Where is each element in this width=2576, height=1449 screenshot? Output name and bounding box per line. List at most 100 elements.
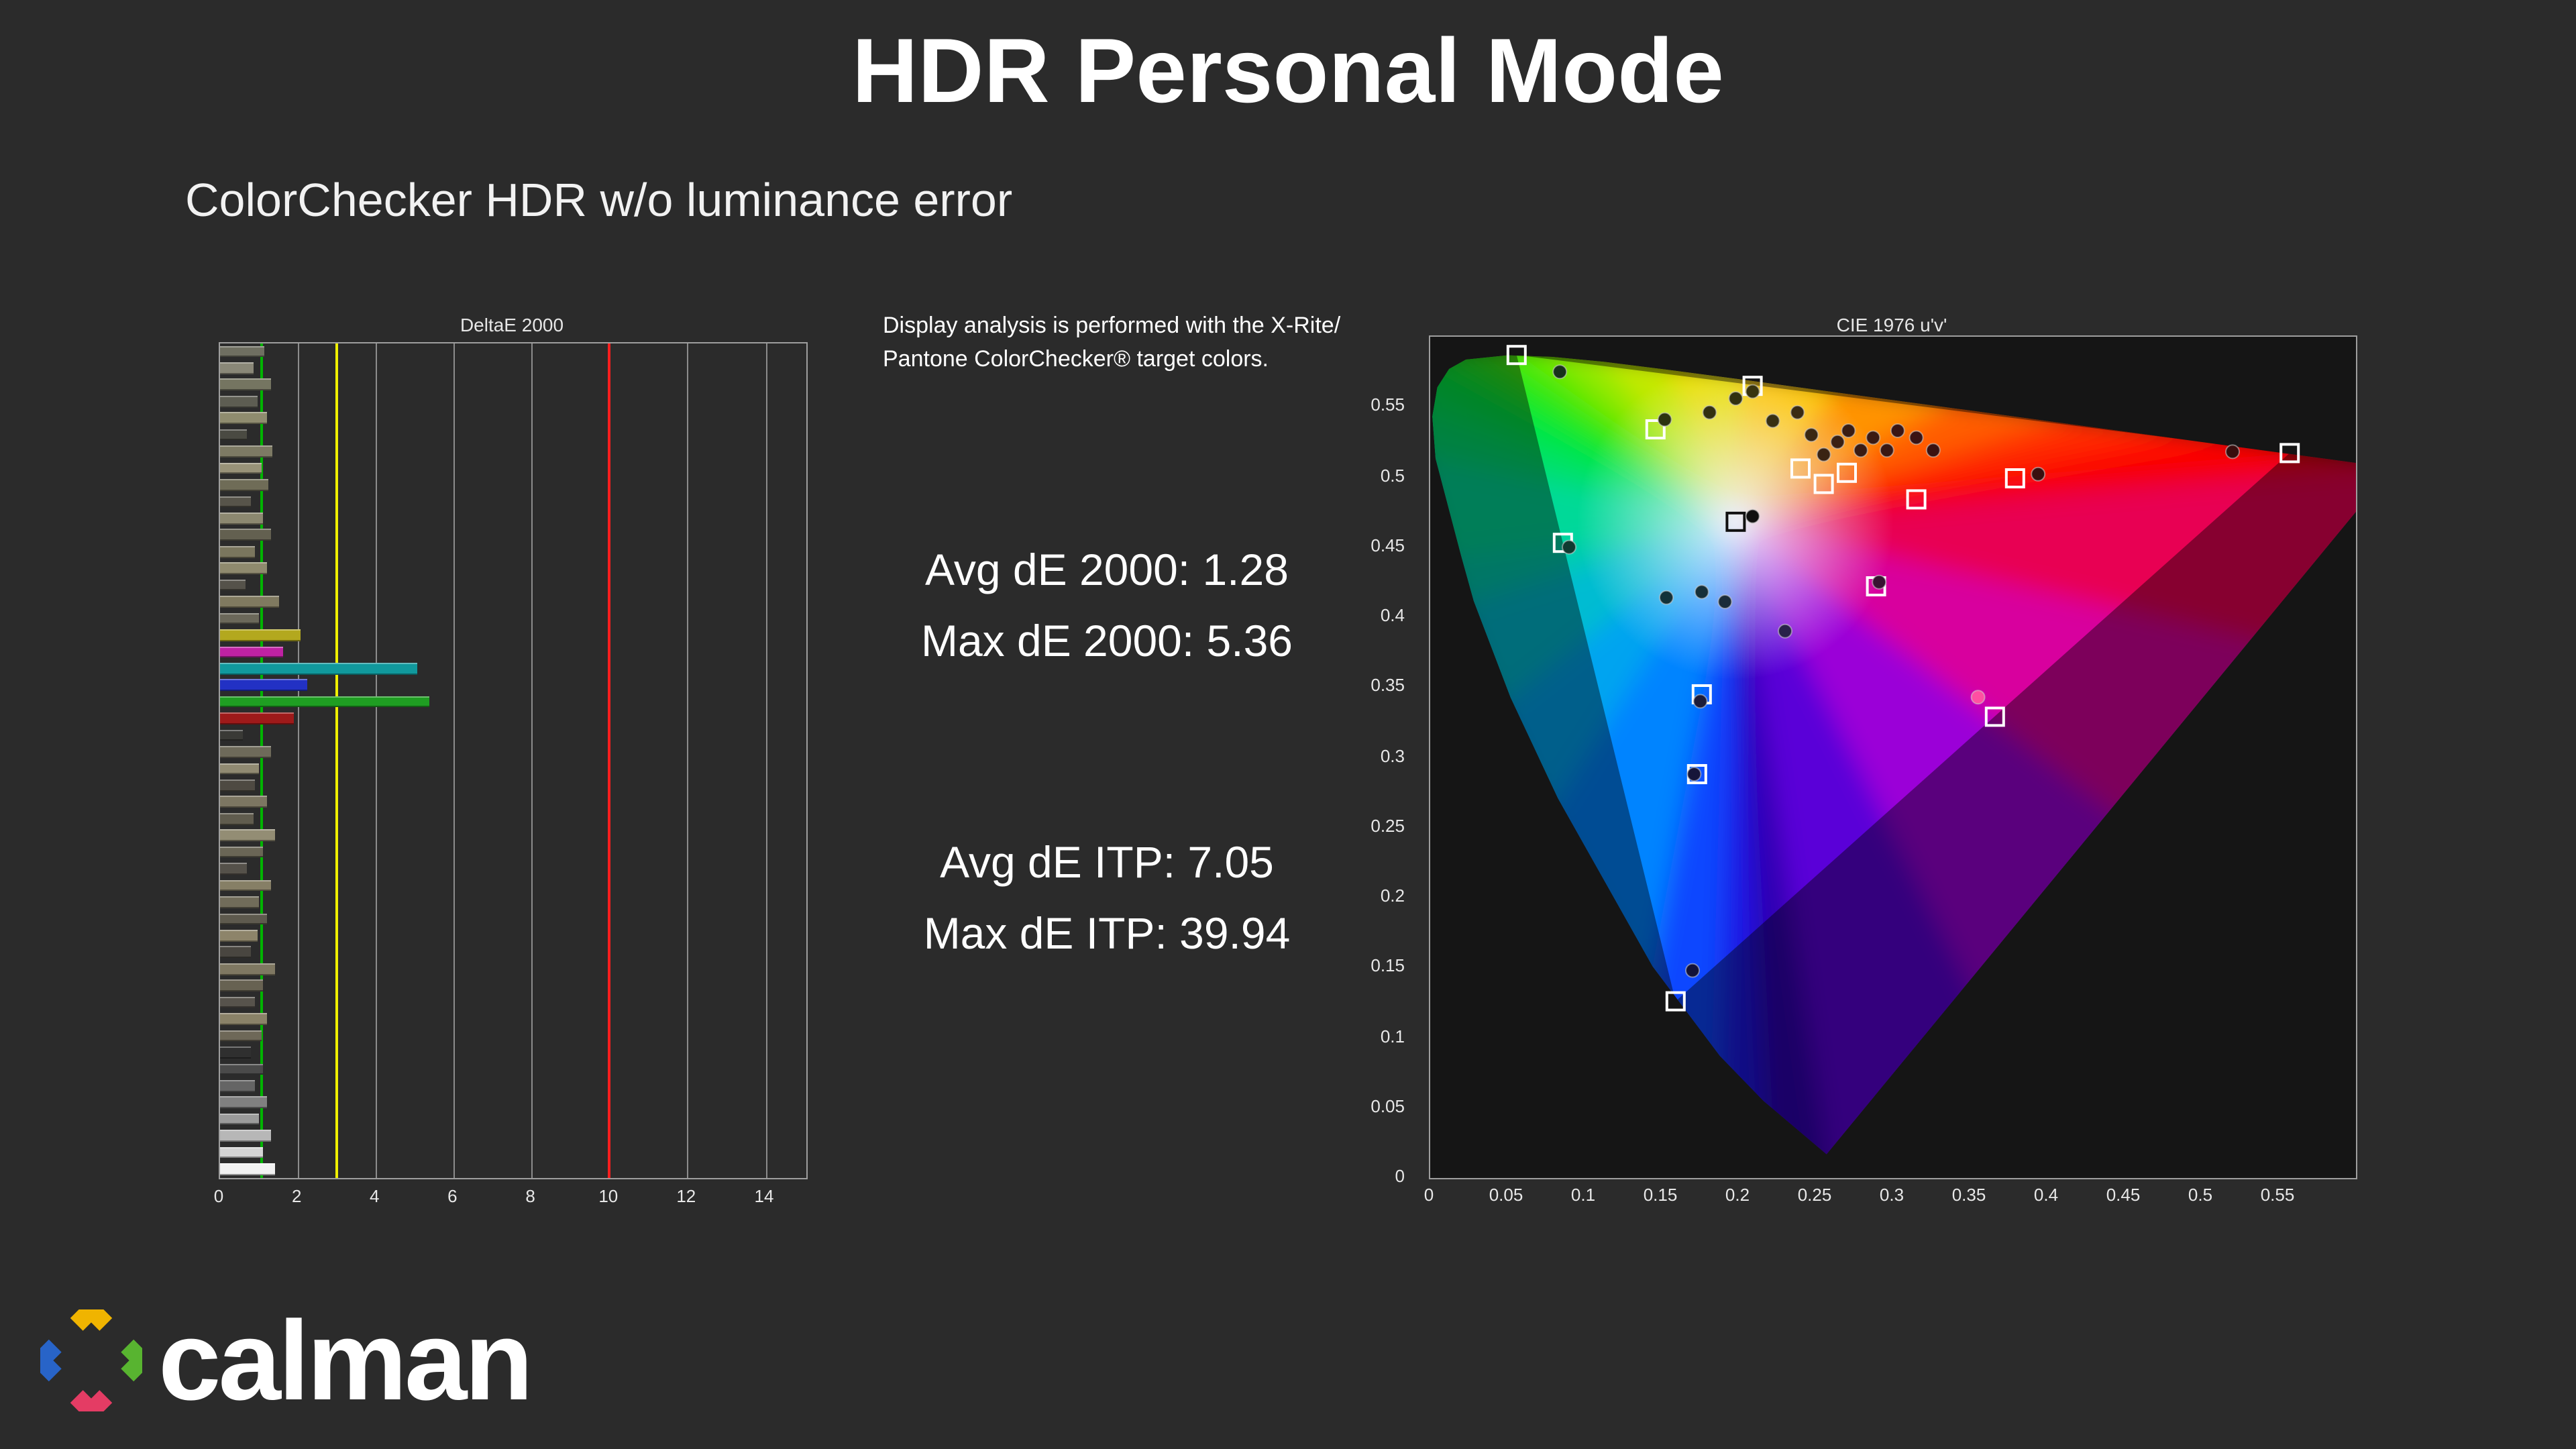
bar xyxy=(220,1113,259,1125)
y-tick-label: 0 xyxy=(1395,1166,1405,1186)
bar xyxy=(220,378,271,391)
bar xyxy=(220,662,417,675)
cie-plot xyxy=(1429,335,2357,1179)
bar xyxy=(220,780,256,792)
bar xyxy=(220,930,258,942)
bar xyxy=(220,729,244,741)
bar xyxy=(220,646,282,658)
gridline xyxy=(376,343,378,1178)
measurement-dot xyxy=(1552,364,1568,380)
measurement-dot xyxy=(1816,447,1831,462)
logo-petal-blue xyxy=(40,1339,62,1382)
bar xyxy=(220,496,252,508)
x-tick-label: 10 xyxy=(598,1186,619,1206)
bar xyxy=(220,429,248,441)
x-tick-label: 12 xyxy=(676,1186,696,1206)
x-tick-label: 0.45 xyxy=(2106,1185,2141,1205)
calman-logo: calman xyxy=(40,1299,533,1422)
bar xyxy=(220,412,267,424)
measurement-dot xyxy=(2225,444,2240,460)
y-tick-label: 0.55 xyxy=(1371,394,1405,415)
x-tick-label: 0.25 xyxy=(1797,1185,1832,1205)
bar xyxy=(220,395,258,408)
bar xyxy=(220,712,294,724)
x-tick-label: 0.2 xyxy=(1725,1185,1750,1205)
measurement-dot xyxy=(1879,443,1894,458)
logo-petal-green xyxy=(121,1339,142,1382)
measurement-dot xyxy=(1853,443,1868,458)
bar xyxy=(220,679,308,692)
bar xyxy=(220,596,279,608)
spectral-wedge xyxy=(1735,464,2356,649)
measurement-dot xyxy=(1765,413,1780,429)
target-square xyxy=(1790,458,1811,479)
bar xyxy=(220,1063,263,1075)
bar xyxy=(220,763,259,775)
page-title: HDR Personal Mode xyxy=(852,20,1724,122)
target-square xyxy=(2004,468,2025,488)
bar xyxy=(220,913,267,925)
bar xyxy=(220,796,267,808)
cie-y-axis: 0 0.05 0.1 0.15 0.2 0.25 0.3 0.35 0.4 0.45 0.5 0.55 xyxy=(1346,335,1415,1186)
deitp-metrics: Avg dE ITP: 7.05 Max dE ITP: 39.94 xyxy=(818,826,1395,969)
deltae-plot xyxy=(219,342,808,1179)
x-tick-label: 0.05 xyxy=(1489,1185,1523,1205)
target-square xyxy=(2279,443,2300,464)
gridline xyxy=(531,343,533,1178)
measurement-dot xyxy=(1970,690,1986,705)
x-tick-label: 0 xyxy=(1424,1185,1434,1205)
measurement-dot xyxy=(1804,427,1819,443)
bar xyxy=(220,1030,261,1042)
target-square xyxy=(1506,345,1527,366)
y-tick-label: 0.2 xyxy=(1380,885,1405,906)
x-tick-label: 6 xyxy=(447,1186,458,1206)
spectral-wedge xyxy=(1735,521,2292,835)
bar xyxy=(220,996,256,1008)
reference-line xyxy=(335,343,339,1178)
bar xyxy=(220,1046,252,1059)
measurement-dot xyxy=(1925,443,1941,458)
x-tick-label: 0.1 xyxy=(1570,1185,1596,1205)
target-square xyxy=(1725,511,1746,532)
cie-x-axis: 0 0.05 0.1 0.15 0.2 0.25 0.3 0.35 0.4 0.45 0.5 0.55 xyxy=(1424,1185,2355,1212)
bar xyxy=(220,1079,256,1092)
spectral-wedge xyxy=(1735,521,1987,1155)
measurement-dot xyxy=(1790,405,1805,420)
gridline xyxy=(453,343,455,1178)
bar xyxy=(220,979,263,991)
measurement-dot xyxy=(1872,574,1887,590)
measurement-dot xyxy=(2031,466,2046,482)
bar xyxy=(220,579,246,591)
x-tick-label: 0.35 xyxy=(1951,1185,1986,1205)
measurement-dot xyxy=(1890,423,1905,438)
spectral-wedge xyxy=(1432,453,1735,559)
avg-de2000-value: Avg dE 2000: 1.28 xyxy=(925,545,1289,594)
analysis-note-line2: Pantone ColorChecker® target colors. xyxy=(883,346,1269,372)
bar xyxy=(220,1163,275,1175)
bar xyxy=(220,1130,271,1142)
bar xyxy=(220,812,254,825)
target-square xyxy=(1665,991,1686,1012)
measurement-dot xyxy=(1909,430,1924,445)
y-tick-label: 0.4 xyxy=(1380,605,1405,625)
y-tick-label: 0.35 xyxy=(1371,675,1405,696)
x-tick-label: 0.4 xyxy=(2033,1185,2059,1205)
x-tick-label: 0 xyxy=(213,1186,224,1206)
bar xyxy=(220,479,269,491)
measurement-dot xyxy=(1686,767,1702,782)
gridline xyxy=(765,343,767,1178)
deltae-x-axis: 0 2 4 6 8 10 12 14 xyxy=(214,1186,805,1213)
bar xyxy=(220,696,429,708)
logo-petal-red xyxy=(70,1390,113,1411)
measurement-dot xyxy=(1745,508,1760,524)
bar xyxy=(220,879,271,892)
x-tick-label: 0.3 xyxy=(1879,1185,1904,1205)
bar xyxy=(220,963,275,975)
spectral-wedge xyxy=(1735,440,2356,522)
measurement-dot xyxy=(1657,412,1672,427)
measurement-dot xyxy=(1659,590,1674,605)
target-square xyxy=(1645,419,1666,439)
y-tick-label: 0.05 xyxy=(1371,1095,1405,1116)
measurement-dot xyxy=(1830,434,1845,449)
